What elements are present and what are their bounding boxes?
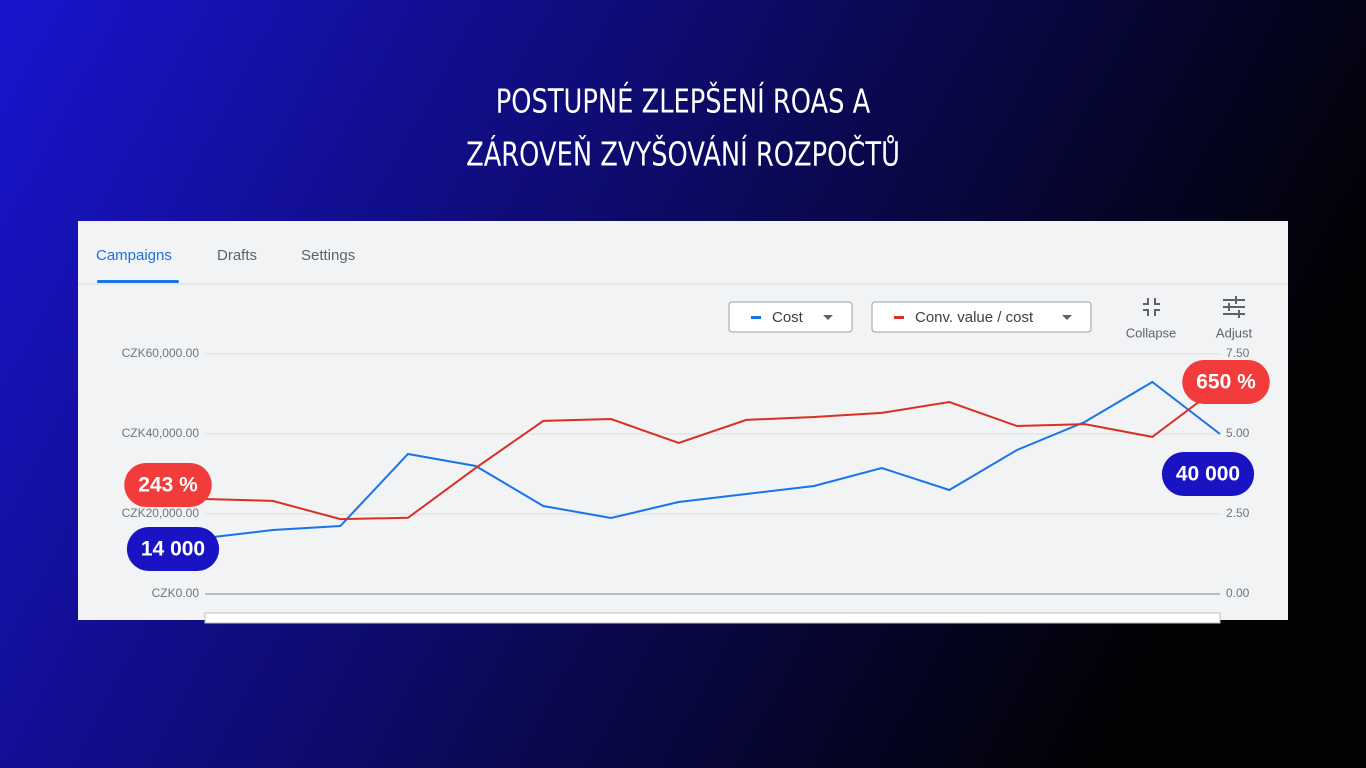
y2-tick-label: 7.50 bbox=[1226, 346, 1250, 360]
adjust-icon bbox=[1223, 296, 1245, 318]
plot: CZK0.00 CZK20,000.00 CZK40,000.00 CZK60,000… bbox=[122, 346, 1250, 600]
slide-title: POSTUPNÉ ZLEPŠENÍ ROAS A bbox=[496, 80, 871, 120]
collapse-button[interactable] bbox=[1143, 298, 1160, 316]
scrollbar bbox=[204, 612, 1221, 624]
legend-swatch bbox=[894, 316, 904, 319]
y-tick-label: CZK60,000.00 bbox=[122, 346, 200, 360]
annotation-text: 243 % bbox=[138, 474, 198, 497]
annotation-pill bbox=[1182, 360, 1270, 404]
adjust-button[interactable] bbox=[1223, 296, 1245, 318]
slide-title: ZÁROVEŇ ZVYŠOVÁNÍ ROZPOČTŮ bbox=[466, 133, 900, 173]
tab[interactable]: Campaigns bbox=[96, 247, 172, 264]
series-line bbox=[204, 380, 1221, 539]
annotation-text: 14 000 bbox=[141, 538, 205, 561]
dropdown-arrow bbox=[823, 315, 833, 320]
annotation: 14 000 bbox=[126, 527, 220, 571]
legend-swatch bbox=[751, 316, 761, 319]
legend-label: Conv. value / cost bbox=[915, 309, 1034, 326]
annotation-pill bbox=[1161, 452, 1255, 496]
annotation: 243 % bbox=[124, 463, 212, 507]
collapse-label[interactable]: Collapse bbox=[1126, 325, 1177, 340]
annotation-pill bbox=[126, 527, 220, 571]
series-line bbox=[204, 385, 1221, 521]
metric-dropdown[interactable]: Cost bbox=[728, 301, 853, 333]
y2-tick-label: 0.00 bbox=[1226, 586, 1250, 600]
y-tick-label: CZK0.00 bbox=[152, 586, 200, 600]
legend-label: Cost bbox=[772, 309, 804, 326]
y-tick-label: CZK20,000.00 bbox=[122, 506, 200, 520]
tab[interactable]: Settings bbox=[301, 247, 355, 264]
annotation-pill bbox=[124, 463, 212, 507]
collapse-icon bbox=[1143, 298, 1160, 316]
dropdown-box bbox=[871, 301, 1092, 333]
y2-tick-label: 2.50 bbox=[1226, 506, 1250, 520]
dropdown-box bbox=[728, 301, 853, 333]
adjust-label[interactable]: Adjust bbox=[1216, 325, 1253, 340]
annotation-text: 650 % bbox=[1196, 371, 1256, 394]
annotation: 40 000 bbox=[1161, 452, 1255, 496]
y2-tick-label: 5.00 bbox=[1226, 426, 1250, 440]
dropdown-arrow bbox=[1062, 315, 1072, 320]
annotation: 650 % bbox=[1182, 360, 1270, 404]
tab[interactable]: Drafts bbox=[217, 247, 257, 264]
tab-indicator bbox=[97, 280, 179, 283]
annotation-text: 40 000 bbox=[1176, 463, 1240, 486]
y-tick-label: CZK40,000.00 bbox=[122, 426, 200, 440]
metric-dropdown[interactable]: Conv. value / cost bbox=[871, 301, 1092, 333]
panel bbox=[78, 221, 1288, 620]
